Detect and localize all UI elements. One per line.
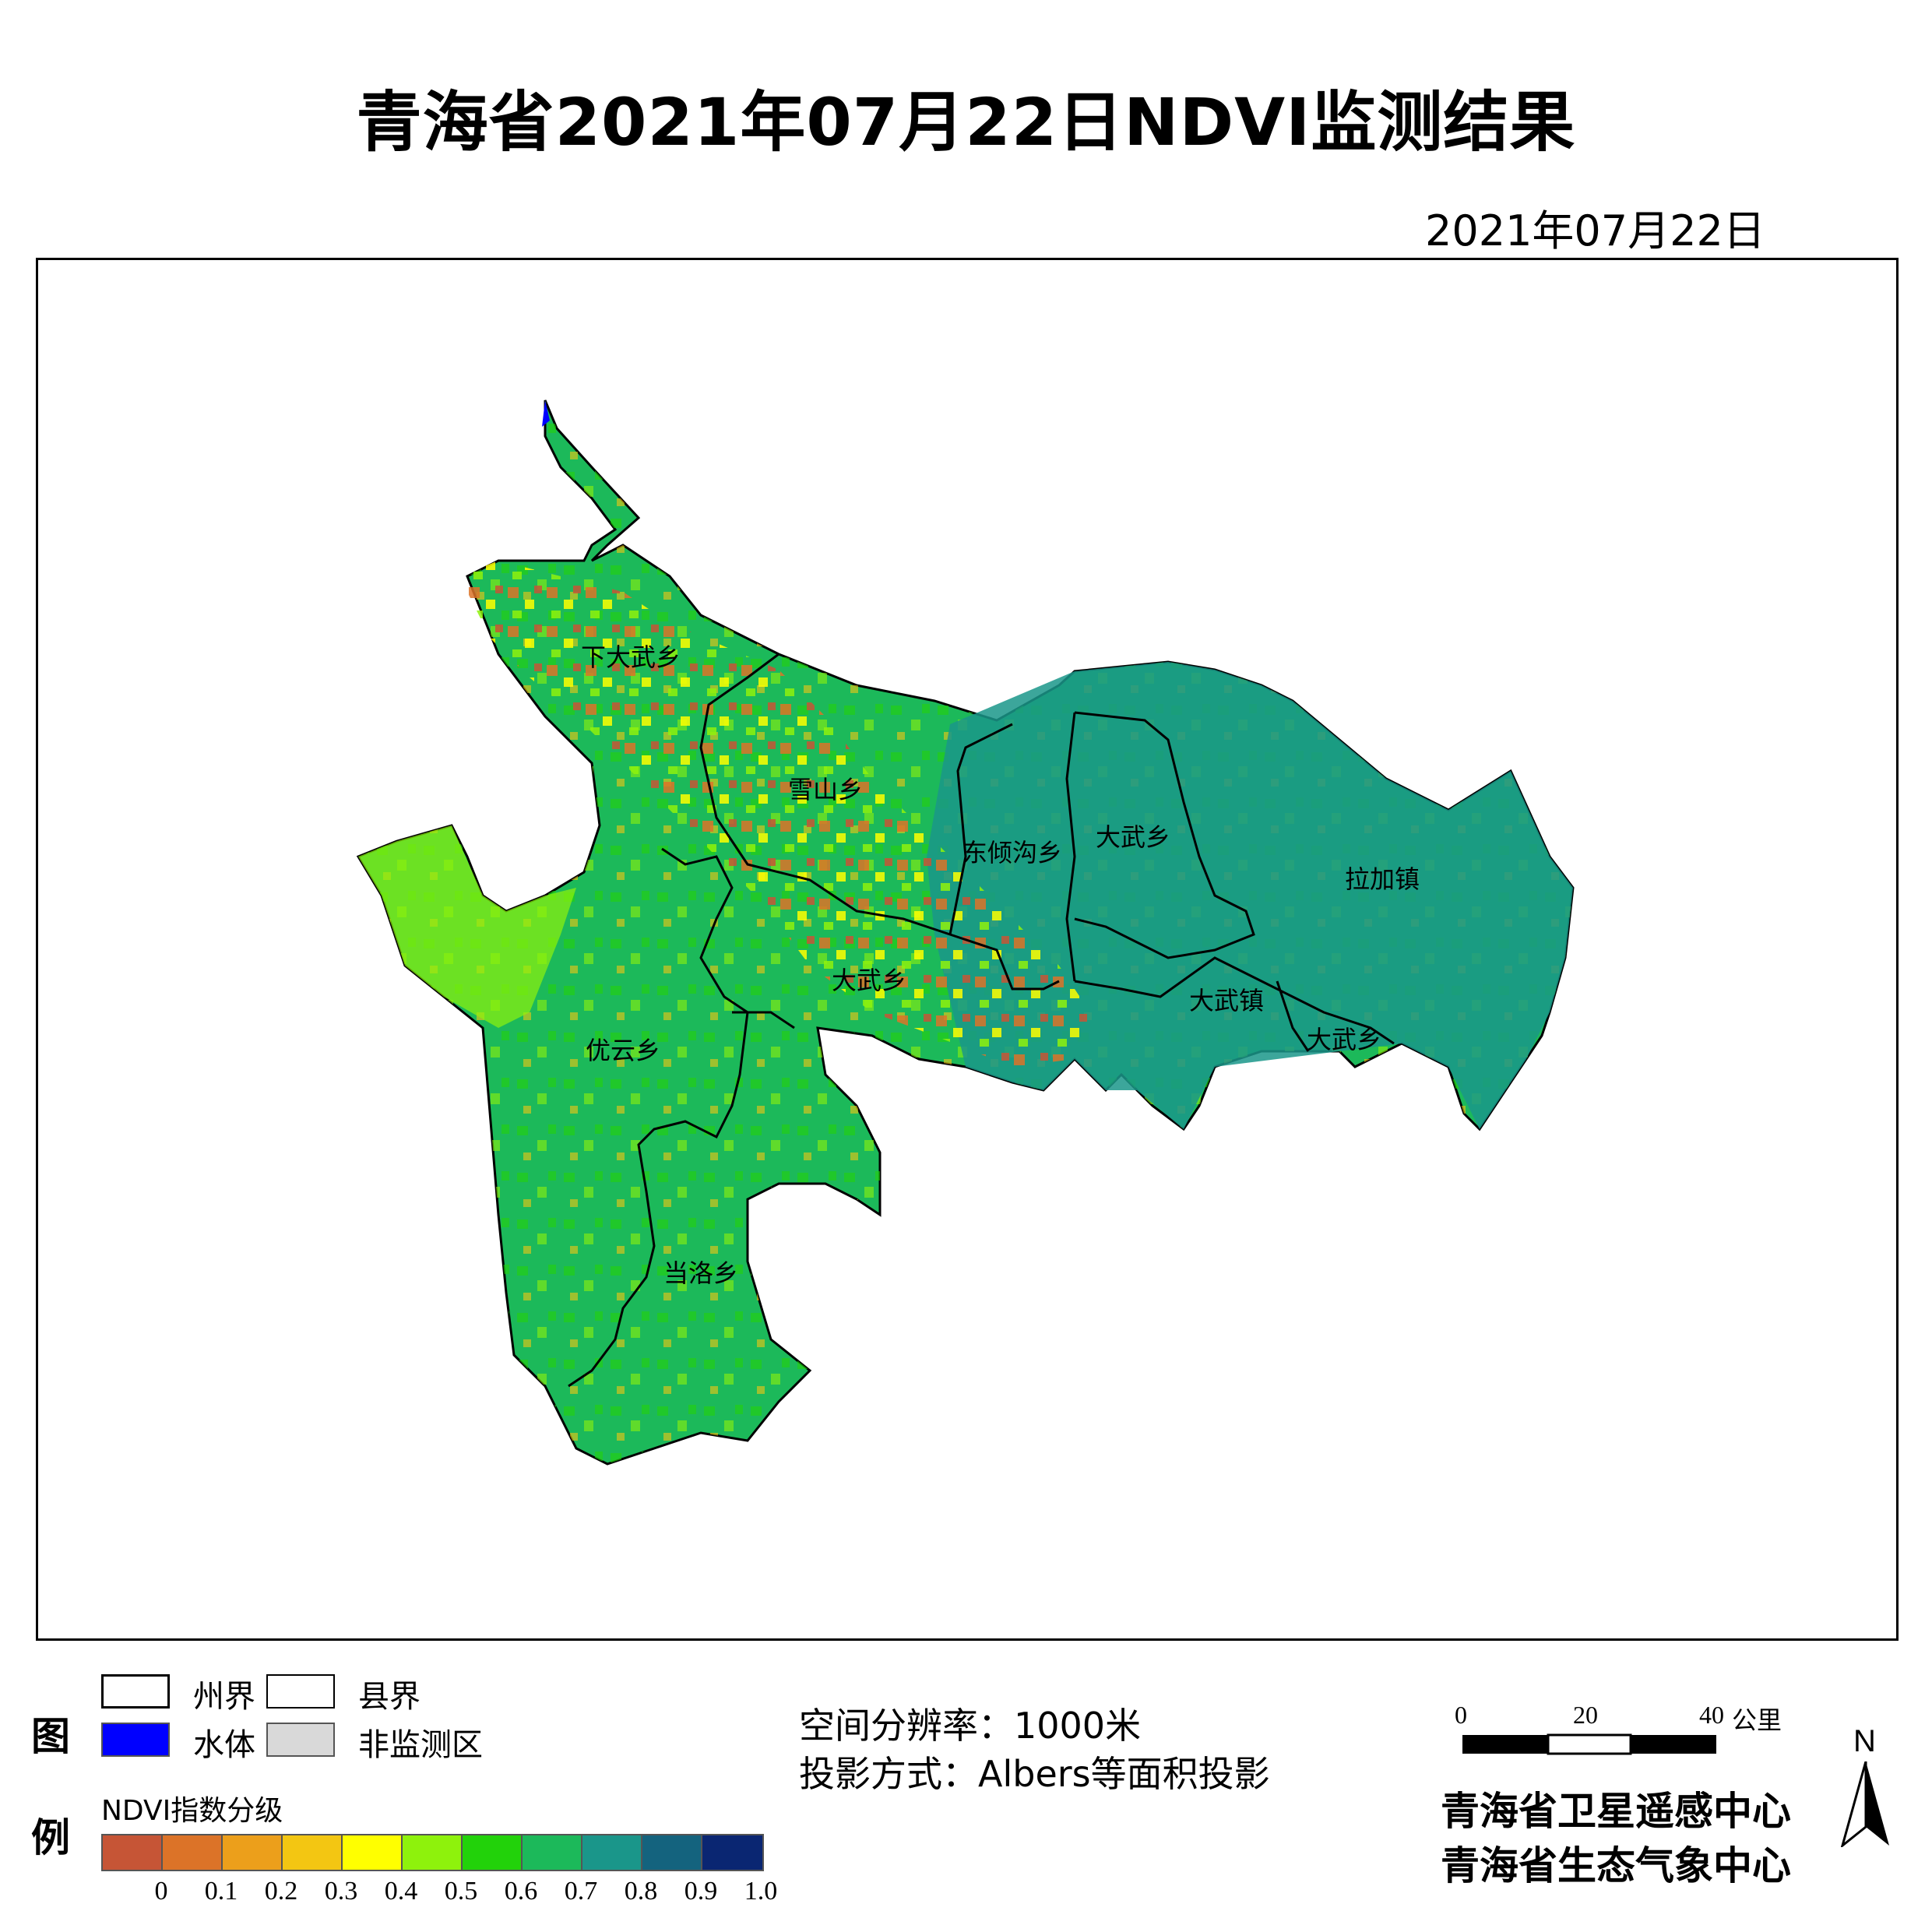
place-label: 大武乡 (1096, 822, 1170, 852)
ndvi-tick-label: 0.5 (444, 1877, 478, 1906)
county-boundary-swatch (266, 1674, 335, 1709)
county-boundary-label: 县界 (358, 1679, 421, 1715)
ndvi-tick-label: 0.9 (684, 1877, 718, 1906)
scale-label-20: 20 (1573, 1701, 1598, 1729)
ndvi-tick-label: 0 (154, 1877, 168, 1906)
water-body (542, 400, 550, 427)
org-line-1: 青海省卫星遥感中心 (1441, 1789, 1791, 1834)
ndvi-class-swatch (582, 1835, 642, 1870)
township-boundaries (568, 653, 1395, 1388)
water-swatch (101, 1723, 170, 1757)
prefecture-boundary-label: 州界 (193, 1679, 255, 1715)
resolution-text: 空间分辨率：1000米 (799, 1705, 1142, 1747)
north-label: N (1853, 1724, 1876, 1758)
place-label: 大武乡 (1307, 1025, 1381, 1054)
scale-label-0: 0 (1455, 1701, 1467, 1729)
map-title: 青海省2021年07月22日NDVI监测结果 (356, 84, 1576, 160)
ndvi-tick-label: 0.8 (624, 1877, 658, 1906)
place-label: 雪山乡 (788, 775, 863, 804)
legend-title-top: 图 (31, 1714, 70, 1759)
place-label: 优云乡 (586, 1036, 660, 1065)
ndvi-tick-label: 0.6 (504, 1877, 538, 1906)
place-label: 大武镇 (1189, 986, 1264, 1015)
low-veg-belt (459, 561, 1090, 1067)
place-label: 下大武乡 (581, 642, 681, 672)
ndvi-tick-label: 1.0 (744, 1877, 778, 1906)
place-label: 拉加镇 (1345, 864, 1420, 894)
scale-bar (1462, 1733, 1716, 1755)
ndvi-tick-label: 0.2 (264, 1877, 298, 1906)
ndvi-class-swatch (163, 1835, 223, 1870)
north-arrow-icon (1841, 1761, 1889, 1847)
map-date: 2021年07月22日 (1425, 206, 1765, 255)
org-line-2: 青海省生态气象中心 (1441, 1843, 1791, 1888)
prefecture-boundary-swatch (101, 1674, 170, 1709)
ndvi-class-swatch (283, 1835, 343, 1870)
ndvi-tick-label: 0.7 (564, 1877, 598, 1906)
scale-label-40: 40 (1699, 1701, 1724, 1729)
ndvi-class-swatch (343, 1835, 403, 1870)
non-monitored-label: 非监测区 (358, 1727, 483, 1763)
ndvi-ramp-ticks: 0 0.1 0.2 0.3 0.4 0.5 0.6 0.7 0.8 0.9 1.0 (101, 1877, 787, 1908)
ndvi-class-swatch (702, 1835, 762, 1870)
ndvi-class-swatch (103, 1835, 163, 1870)
legend-title-bottom: 例 (31, 1815, 70, 1860)
ndvi-class-swatch (463, 1835, 523, 1870)
ndvi-class-swatch (642, 1835, 702, 1870)
projection-text: 投影方式：Albers等面积投影 (799, 1753, 1270, 1795)
ndvi-class-swatch (403, 1835, 463, 1870)
ndvi-tick-label: 0.4 (384, 1877, 418, 1906)
place-label: 大武乡 (832, 966, 906, 995)
non-monitored-swatch (266, 1723, 335, 1757)
west-lobe (358, 825, 576, 1028)
ndvi-tick-label: 0.1 (204, 1877, 238, 1906)
ndvi-class-swatch (523, 1835, 582, 1870)
place-label: 当洛乡 (663, 1258, 738, 1288)
scale-unit: 公里 (1732, 1706, 1782, 1734)
ndvi-class-swatch (223, 1835, 283, 1870)
ndvi-tick-label: 0.3 (324, 1877, 358, 1906)
ndvi-color-ramp (101, 1834, 764, 1871)
water-label: 水体 (193, 1727, 255, 1763)
ndvi-ramp-title: NDVI指数分级 (101, 1795, 283, 1827)
place-label: 东倾沟乡 (962, 838, 1062, 867)
